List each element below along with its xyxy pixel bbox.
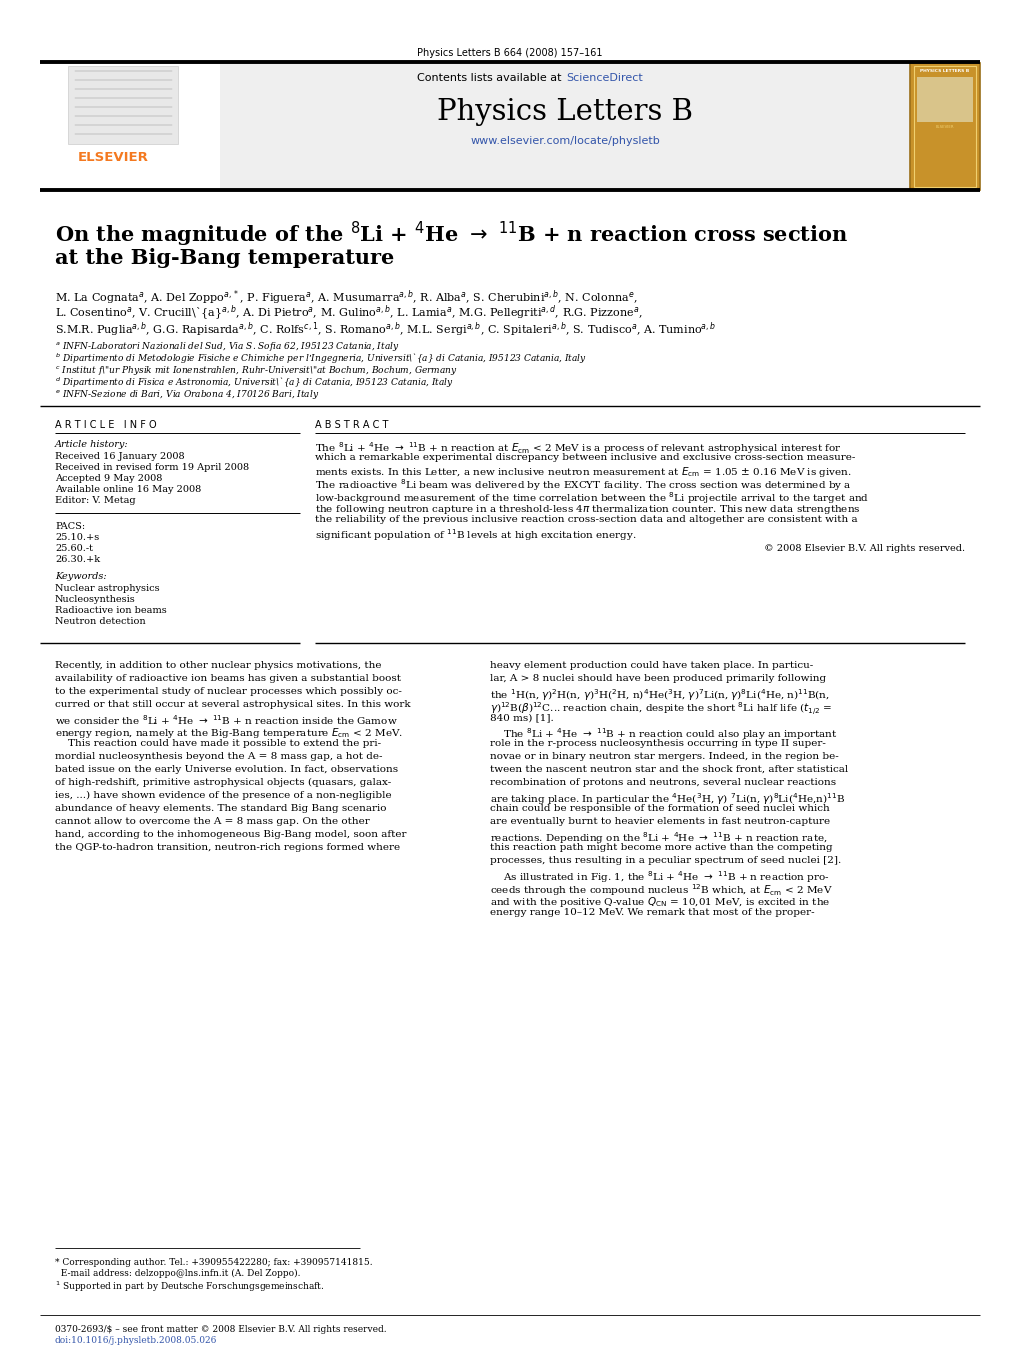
Text: chain could be responsible of the formation of seed nuclei which: chain could be responsible of the format… <box>489 804 828 813</box>
Bar <box>916 123 972 143</box>
Text: On the magnitude of the $^{8}$Li + $^{4}$He $\rightarrow$ $^{11}$B + n reaction : On the magnitude of the $^{8}$Li + $^{4}… <box>55 220 848 249</box>
Text: $\gamma$)$^{12}$B($\beta$)$^{12}$C... reaction chain, despite the short $^{8}$Li: $\gamma$)$^{12}$B($\beta$)$^{12}$C... re… <box>489 700 832 717</box>
Text: to the experimental study of nuclear processes which possibly oc-: to the experimental study of nuclear pro… <box>55 688 401 696</box>
Text: Recently, in addition to other nuclear physics motivations, the: Recently, in addition to other nuclear p… <box>55 661 381 670</box>
Bar <box>916 77 972 122</box>
Text: Nuclear astrophysics: Nuclear astrophysics <box>55 584 159 593</box>
Text: lar, A > 8 nuclei should have been produced primarily following: lar, A > 8 nuclei should have been produ… <box>489 674 825 684</box>
Text: E-mail address: delzoppo@lns.infn.it (A. Del Zoppo).: E-mail address: delzoppo@lns.infn.it (A.… <box>55 1269 301 1278</box>
Text: the reliability of the previous inclusive reaction cross-section data and altoge: the reliability of the previous inclusiv… <box>315 515 857 524</box>
Text: Physics Letters B 664 (2008) 157–161: Physics Letters B 664 (2008) 157–161 <box>417 49 602 58</box>
Text: heavy element production could have taken place. In particu-: heavy element production could have take… <box>489 661 812 670</box>
Text: low-background measurement of the time correlation between the $^{8}$Li projecti: low-background measurement of the time c… <box>315 490 868 505</box>
Text: which a remarkable experimental discrepancy between inclusive and exclusive cros: which a remarkable experimental discrepa… <box>315 453 855 462</box>
Text: The $^{8}$Li + $^{4}$He $\rightarrow$ $^{11}$B + n reaction at $E_{\rm cm}$ < 2 : The $^{8}$Li + $^{4}$He $\rightarrow$ $^… <box>315 440 841 455</box>
Text: 25.60.-t: 25.60.-t <box>55 544 93 553</box>
Text: at the Big-Bang temperature: at the Big-Bang temperature <box>55 249 394 267</box>
Text: cannot allow to overcome the A = 8 mass gap. On the other: cannot allow to overcome the A = 8 mass … <box>55 817 370 825</box>
Text: © 2008 Elsevier B.V. All rights reserved.: © 2008 Elsevier B.V. All rights reserved… <box>763 544 964 553</box>
Text: A B S T R A C T: A B S T R A C T <box>315 420 388 430</box>
Bar <box>913 66 975 186</box>
Text: Radioactive ion beams: Radioactive ion beams <box>55 607 166 615</box>
Text: This reaction could have made it possible to extend the pri-: This reaction could have made it possibl… <box>55 739 381 748</box>
Text: availability of radioactive ion beams has given a substantial boost: availability of radioactive ion beams ha… <box>55 674 400 684</box>
Text: $^{b}$ Dipartimento di Metodologie Fisiche e Chimiche per l’Ingegneria, Universi: $^{b}$ Dipartimento di Metodologie Fisic… <box>55 353 586 366</box>
Text: Article history:: Article history: <box>55 440 128 449</box>
Text: ceeds through the compound nucleus $^{12}$B which, at $E_{\rm cm}$ < 2 MeV: ceeds through the compound nucleus $^{12… <box>489 882 832 898</box>
Text: tween the nascent neutron star and the shock front, after statistical: tween the nascent neutron star and the s… <box>489 765 848 774</box>
Text: Accepted 9 May 2008: Accepted 9 May 2008 <box>55 474 162 484</box>
Text: $^{a}$ INFN-Laboratori Nazionali del Sud, Via S. Sofia 62, I95123 Catania, Italy: $^{a}$ INFN-Laboratori Nazionali del Sud… <box>55 340 399 353</box>
Text: the following neutron capture in a threshold-less 4$\pi$ thermalization counter.: the following neutron capture in a thres… <box>315 503 860 516</box>
Text: Available online 16 May 2008: Available online 16 May 2008 <box>55 485 201 494</box>
Text: novae or in binary neutron star mergers. Indeed, in the region be-: novae or in binary neutron star mergers.… <box>489 753 838 761</box>
Text: A R T I C L E   I N F O: A R T I C L E I N F O <box>55 420 157 430</box>
Text: $^{d}$ Dipartimento di Fisica e Astronomia, Universit\`{a} di Catania, I95123 Ca: $^{d}$ Dipartimento di Fisica e Astronom… <box>55 376 453 390</box>
Text: $^{c}$ Institut f\"ur Physik mit Ionenstrahlen, Ruhr-Universit\"at Bochum, Bochu: $^{c}$ Institut f\"ur Physik mit Ionenst… <box>55 363 458 377</box>
Text: of high-redshift, primitive astrophysical objects (quasars, galax-: of high-redshift, primitive astrophysica… <box>55 778 391 788</box>
Text: M. La Cognata$^{a}$, A. Del Zoppo$^{a,*}$, P. Figuera$^{a}$, A. Musumarra$^{a,b}: M. La Cognata$^{a}$, A. Del Zoppo$^{a,*}… <box>55 288 637 307</box>
Text: mordial nucleosynthesis beyond the A = 8 mass gap, a hot de-: mordial nucleosynthesis beyond the A = 8… <box>55 753 382 761</box>
Text: and with the positive Q-value $Q_{\rm CN}$ = 10,01 MeV, is excited in the: and with the positive Q-value $Q_{\rm CN… <box>489 894 829 909</box>
Text: abundance of heavy elements. The standard Big Bang scenario: abundance of heavy elements. The standar… <box>55 804 386 813</box>
Text: $^{e}$ INFN-Sezione di Bari, Via Orabona 4, I70126 Bari, Italy: $^{e}$ INFN-Sezione di Bari, Via Orabona… <box>55 388 319 401</box>
Text: significant population of $^{11}$B levels at high excitation energy.: significant population of $^{11}$B level… <box>315 527 636 543</box>
Text: recombination of protons and neutrons, several nuclear reactions: recombination of protons and neutrons, s… <box>489 778 836 788</box>
Text: Received 16 January 2008: Received 16 January 2008 <box>55 453 184 461</box>
Text: PACS:: PACS: <box>55 521 85 531</box>
Text: Keywords:: Keywords: <box>55 571 107 581</box>
Text: the QGP-to-hadron transition, neutron-rich regions formed where: the QGP-to-hadron transition, neutron-ri… <box>55 843 399 852</box>
Text: are eventually burnt to heavier elements in fast neutron-capture: are eventually burnt to heavier elements… <box>489 817 829 825</box>
Text: ments exists. In this Letter, a new inclusive neutron measurement at $E_{\rm cm}: ments exists. In this Letter, a new incl… <box>315 465 851 480</box>
Text: ELSEVIER: ELSEVIER <box>77 151 149 163</box>
Bar <box>40 63 220 190</box>
Text: we consider the $^{8}$Li + $^{4}$He $\rightarrow$ $^{11}$B + n reaction inside t: we consider the $^{8}$Li + $^{4}$He $\ri… <box>55 713 397 727</box>
Text: The $^{8}$Li + $^{4}$He $\rightarrow$ $^{11}$B + n reaction could also play an i: The $^{8}$Li + $^{4}$He $\rightarrow$ $^… <box>489 725 837 742</box>
Text: S.M.R. Puglia$^{a,b}$, G.G. Rapisarda$^{a,b}$, C. Rolfs$^{c,1}$, S. Romano$^{a,b: S.M.R. Puglia$^{a,b}$, G.G. Rapisarda$^{… <box>55 320 715 339</box>
Text: the $^{1}$H(n, $\gamma$)$^{2}$H(n, $\gamma$)$^{3}$H($^{2}$H, n)$^{4}$He($^{3}$H,: the $^{1}$H(n, $\gamma$)$^{2}$H(n, $\gam… <box>489 688 829 703</box>
Text: 840 ms) [1].: 840 ms) [1]. <box>489 713 553 721</box>
Text: Editor: V. Metag: Editor: V. Metag <box>55 496 136 505</box>
Text: processes, thus resulting in a peculiar spectrum of seed nuclei [2].: processes, thus resulting in a peculiar … <box>489 857 841 865</box>
Text: hand, according to the inhomogeneous Big-Bang model, soon after: hand, according to the inhomogeneous Big… <box>55 830 407 839</box>
Text: this reaction path might become more active than the competing: this reaction path might become more act… <box>489 843 832 852</box>
Text: Contents lists available at: Contents lists available at <box>417 73 565 82</box>
Text: Nucleosynthesis: Nucleosynthesis <box>55 594 136 604</box>
Text: role in the r-process nucleosynthesis occurring in type II super-: role in the r-process nucleosynthesis oc… <box>489 739 825 748</box>
Text: Neutron detection: Neutron detection <box>55 617 146 626</box>
Text: ELSEVIER: ELSEVIER <box>934 126 954 128</box>
Bar <box>68 66 178 145</box>
Bar <box>909 63 979 190</box>
Text: Received in revised form 19 April 2008: Received in revised form 19 April 2008 <box>55 463 249 471</box>
Text: The radioactive $^{8}$Li beam was delivered by the EXCYT facility. The cross sec: The radioactive $^{8}$Li beam was delive… <box>315 477 851 493</box>
Text: ies, ...) have shown evidence of the presence of a non-negligible: ies, ...) have shown evidence of the pre… <box>55 790 391 800</box>
Text: 25.10.+s: 25.10.+s <box>55 534 99 542</box>
Bar <box>220 63 909 190</box>
Text: PHYSICS LETTERS B: PHYSICS LETTERS B <box>919 69 969 73</box>
Text: energy range 10–12 MeV. We remark that most of the proper-: energy range 10–12 MeV. We remark that m… <box>489 908 814 917</box>
Text: energy region, namely at the Big-Bang temperature $E_{\rm cm}$ < 2 MeV.: energy region, namely at the Big-Bang te… <box>55 725 403 740</box>
Text: bated issue on the early Universe evolution. In fact, observations: bated issue on the early Universe evolut… <box>55 765 397 774</box>
Text: doi:10.1016/j.physletb.2008.05.026: doi:10.1016/j.physletb.2008.05.026 <box>55 1336 217 1346</box>
Text: are taking place. In particular the $^{4}$He($^{3}$H, $\gamma$) $^{7}$Li(n, $\ga: are taking place. In particular the $^{4… <box>489 790 845 807</box>
Text: * Corresponding author. Tel.: +390955422280; fax: +390957141815.: * Corresponding author. Tel.: +390955422… <box>55 1258 372 1267</box>
Text: 26.30.+k: 26.30.+k <box>55 555 100 563</box>
Text: Physics Letters B: Physics Letters B <box>436 99 692 126</box>
Text: 0370-2693/$ – see front matter © 2008 Elsevier B.V. All rights reserved.: 0370-2693/$ – see front matter © 2008 El… <box>55 1325 386 1333</box>
Text: www.elsevier.com/locate/physletb: www.elsevier.com/locate/physletb <box>470 136 659 146</box>
Text: curred or that still occur at several astrophysical sites. In this work: curred or that still occur at several as… <box>55 700 411 709</box>
Text: ScienceDirect: ScienceDirect <box>566 73 642 82</box>
Text: L. Cosentino$^{a}$, V. Crucill\`{a}$^{a,b}$, A. Di Pietro$^{a}$, M. Gulino$^{a,b: L. Cosentino$^{a}$, V. Crucill\`{a}$^{a,… <box>55 304 642 323</box>
Text: As illustrated in Fig. 1, the $^{8}$Li + $^{4}$He $\rightarrow$ $^{11}$B + n rea: As illustrated in Fig. 1, the $^{8}$Li +… <box>489 869 828 885</box>
Text: $^{1}$ Supported in part by Deutsche Forschungsgemeinschaft.: $^{1}$ Supported in part by Deutsche For… <box>55 1279 324 1294</box>
Text: reactions. Depending on the $^{8}$Li + $^{4}$He $\rightarrow$ $^{11}$B + n react: reactions. Depending on the $^{8}$Li + $… <box>489 830 826 846</box>
